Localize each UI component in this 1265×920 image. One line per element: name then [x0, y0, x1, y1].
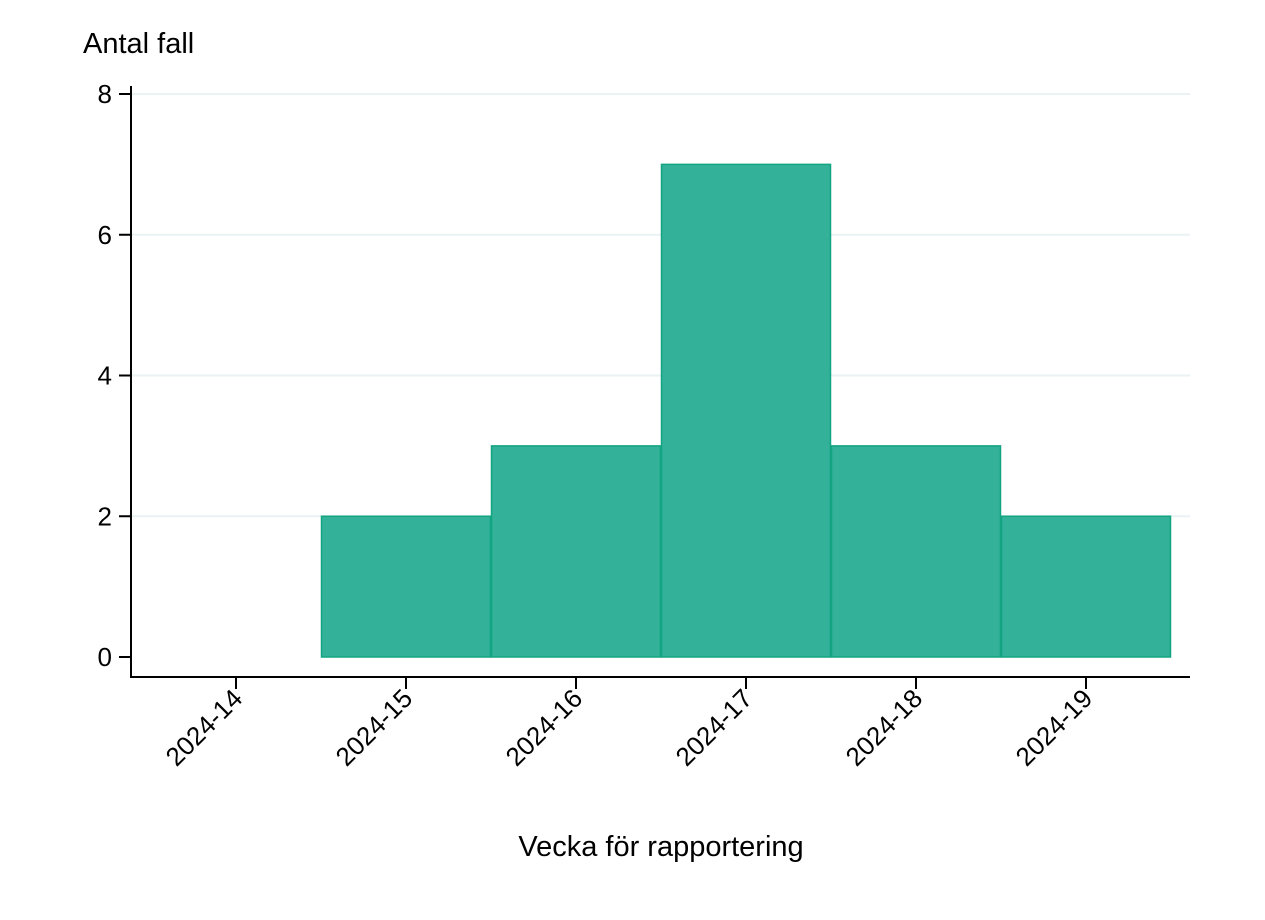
- y-tick-label: 4: [98, 361, 112, 391]
- y-tick-label: 8: [98, 79, 112, 109]
- bar-2024-16: [490, 445, 662, 658]
- bar-2024-18: [830, 445, 1002, 658]
- bar-2024-17: [660, 163, 832, 658]
- y-tick-label: 6: [98, 220, 112, 250]
- y-tick-label: 2: [98, 501, 112, 531]
- x-ticks: 2024-14 2024-15 2024-16 2024-17 2024-18 2024-…: [160, 677, 1099, 772]
- x-tick-label: 2024-18: [840, 683, 929, 772]
- y-axis-title: Antal fall: [83, 28, 194, 60]
- x-tick-label: 2024-14: [160, 683, 249, 772]
- bar-2024-15: [320, 515, 492, 658]
- bar-2024-19: [1000, 515, 1172, 658]
- x-axis-title: Vecka för rapportering: [518, 831, 803, 863]
- y-tick-label: 0: [98, 642, 112, 672]
- x-tick-label: 2024-16: [500, 683, 589, 772]
- x-tick-label: 2024-15: [330, 683, 419, 772]
- y-ticks: 0 2 4 6 8: [98, 79, 131, 672]
- x-tick-label: 2024-17: [670, 683, 759, 772]
- bars: [320, 163, 1172, 658]
- x-tick-label: 2024-19: [1010, 683, 1099, 772]
